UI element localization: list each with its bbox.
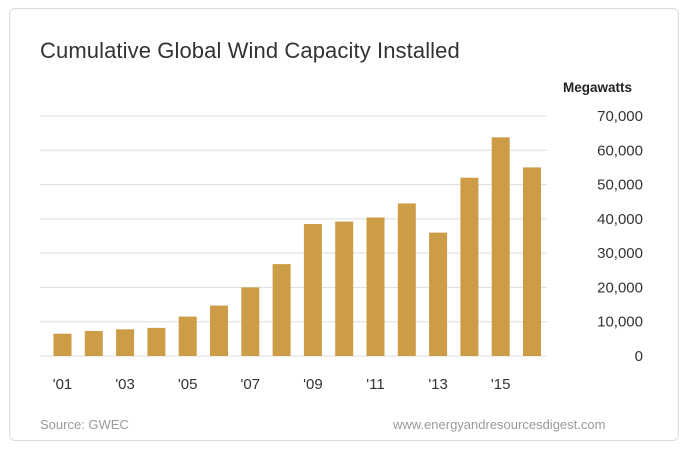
bar-2002: [84, 331, 103, 356]
bars: [53, 137, 541, 356]
bar-2009: [303, 224, 322, 356]
y-tick-label: 0: [635, 348, 643, 365]
bar-2008: [272, 264, 291, 356]
bar-2006: [210, 305, 228, 356]
x-tick-label: '05: [178, 376, 198, 393]
x-tick-label: '13: [428, 376, 448, 393]
chart-title: Cumulative Global Wind Capacity Installe…: [40, 38, 460, 63]
y-tick-label: 20,000: [597, 279, 643, 296]
y-axis-ticks: 0 10,000 20,000 30,000 40,000 50,000 60,000 70,…: [597, 108, 643, 365]
bar-2001: [53, 333, 72, 356]
bar-2010: [335, 221, 354, 356]
bar-2014: [460, 177, 479, 356]
bar-2013: [429, 232, 448, 356]
source-note: Source: GWEC: [40, 417, 129, 432]
bar-2005: [178, 316, 197, 356]
bar-2016: [523, 167, 541, 356]
website-credit: www.energyandresourcesdigest.com: [393, 417, 606, 432]
y-tick-label: 50,000: [597, 177, 643, 194]
x-tick-label: '07: [241, 376, 261, 393]
y-tick-label: 60,000: [597, 142, 643, 159]
y-tick-label: 70,000: [597, 108, 643, 125]
x-tick-label: '01: [53, 376, 73, 393]
x-tick-label: '03: [115, 376, 135, 393]
x-tick-label: '11: [366, 376, 384, 393]
bar-2004: [147, 327, 166, 356]
bar-2011: [366, 217, 385, 356]
y-axis-unit-label: Megawatts: [563, 80, 633, 95]
x-tick-label: '09: [303, 376, 323, 393]
bar-2003: [116, 329, 135, 356]
y-tick-label: 40,000: [597, 211, 643, 228]
x-tick-label: '15: [491, 376, 511, 393]
bar-2012: [397, 203, 416, 356]
y-tick-label: 10,000: [597, 314, 643, 331]
y-tick-label: 30,000: [597, 245, 643, 262]
bar-2015: [491, 137, 510, 356]
x-axis-ticks: '01 '03 '05 '07 '09 '11 '13 '15: [53, 376, 511, 393]
bar-2007: [241, 287, 260, 356]
